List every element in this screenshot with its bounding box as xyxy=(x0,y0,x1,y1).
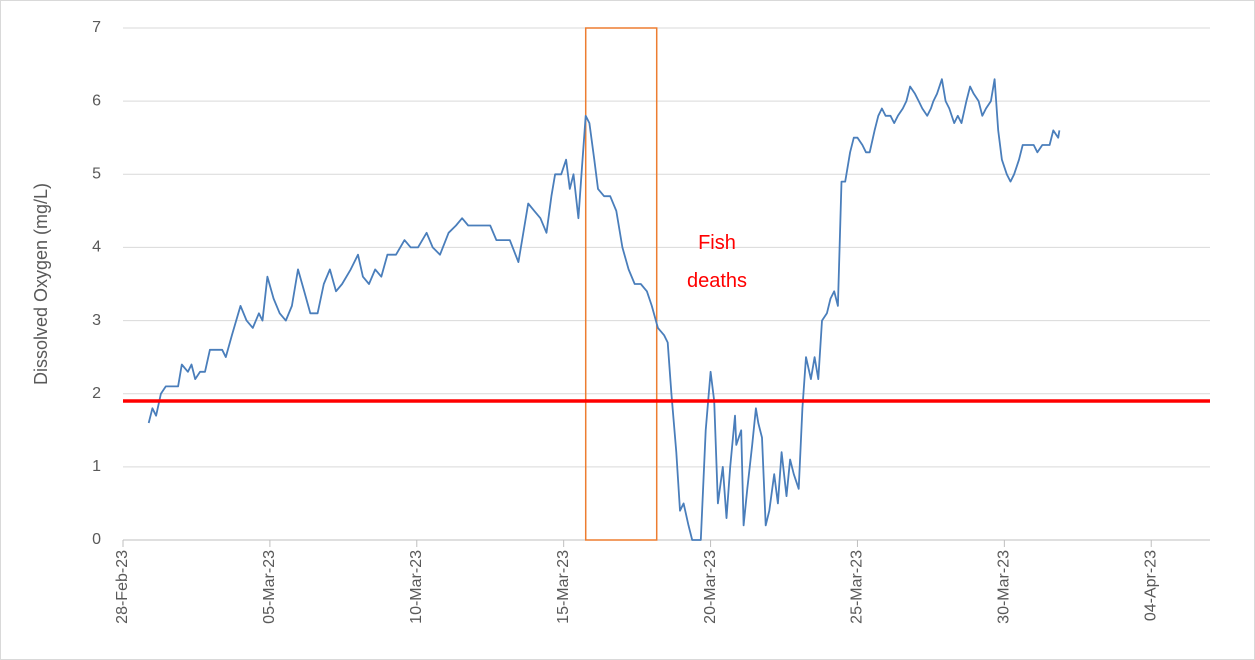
x-tick-label: 30-Mar-23 xyxy=(996,550,1013,624)
x-tick-label: 28-Feb-23 xyxy=(114,550,131,624)
y-tick-label: 5 xyxy=(92,166,101,183)
y-axis-label: Dissolved Oxygen (mg/L) xyxy=(31,183,51,385)
y-tick-label: 6 xyxy=(92,92,101,109)
x-tick-label: 15-Mar-23 xyxy=(555,550,572,624)
highlight-box xyxy=(584,27,658,541)
x-tick-label: 25-Mar-23 xyxy=(849,550,866,624)
x-tick-label: 20-Mar-23 xyxy=(702,550,719,624)
y-tick-label: 1 xyxy=(92,458,101,475)
x-tick-label: 05-Mar-23 xyxy=(261,550,278,624)
x-tick-label: 10-Mar-23 xyxy=(408,550,425,624)
y-tick-label: 0 xyxy=(92,531,101,548)
y-tick-label: 2 xyxy=(92,385,101,402)
y-tick-label: 4 xyxy=(92,239,101,256)
y-tick-label: 3 xyxy=(92,312,101,329)
y-tick-label: 7 xyxy=(92,19,101,36)
annotation: Fish deaths xyxy=(686,232,748,292)
x-tick-label: 04-Apr-23 xyxy=(1142,550,1159,621)
data-line xyxy=(147,78,1061,541)
